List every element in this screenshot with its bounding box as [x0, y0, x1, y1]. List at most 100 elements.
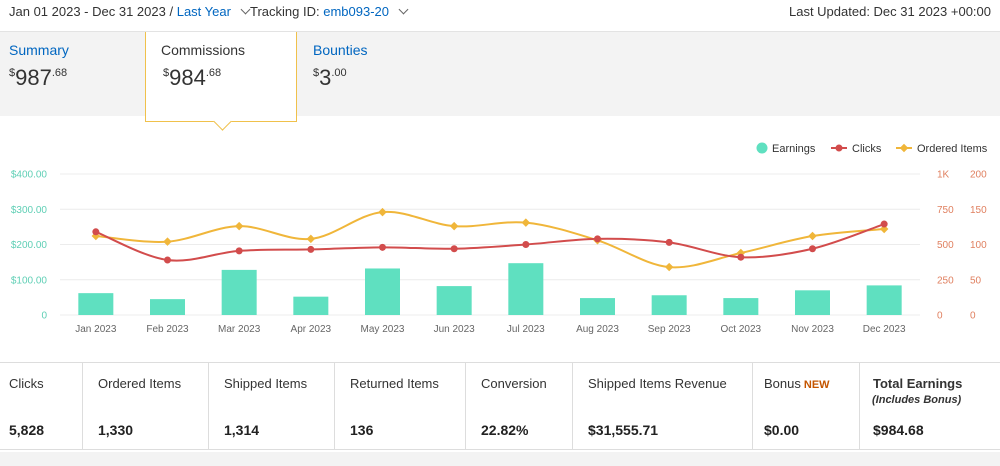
clicks-point — [379, 243, 386, 251]
metric-shipped-revenue: Shipped Items Revenue $31,555.71 — [573, 363, 753, 449]
metrics-bar: Clicks 5,828 Ordered Items 1,330 Shipped… — [0, 362, 1000, 450]
clicks-point — [235, 247, 243, 255]
metric-value: 22.82% — [481, 422, 529, 438]
amount-cents: .00 — [331, 67, 347, 79]
metric-label: Returned Items — [350, 376, 439, 391]
clicks-point — [92, 228, 100, 236]
earnings-bar — [866, 285, 902, 315]
metric-total-earnings: Total Earnings (Includes Bonus) $984.68 — [860, 363, 1000, 449]
clicks-point — [450, 245, 458, 253]
metric-value: 1,330 — [98, 422, 134, 438]
y-axis-right-ordered-tick: 0 — [970, 311, 976, 322]
metric-label: Bonus NEW — [764, 376, 830, 391]
amount-whole: 984 — [169, 65, 206, 90]
tracking-id-link[interactable]: emb093-20 — [323, 4, 389, 19]
date-range-text: Jan 01 2023 - Dec 31 2023 — [9, 4, 166, 19]
y-axis-right-clicks-tick: 500 — [937, 240, 954, 251]
ordered-items-point — [234, 221, 244, 231]
tab-summary-amount: $987.68 — [9, 65, 67, 91]
clicks-point — [307, 245, 315, 253]
earnings-chart[interactable]: $400.00 1K 200 $300.00 750 150 $200.00 500 100 $1… — [0, 118, 1000, 358]
metric-label: Shipped Items Revenue — [588, 376, 727, 391]
metric-bonus: Bonus NEW $0.00 — [753, 363, 860, 449]
tab-commissions-label[interactable]: Commissions — [161, 42, 246, 58]
legend-ordered-marker — [899, 143, 909, 153]
x-axis-tick: Jun 2023 — [434, 324, 476, 335]
tracking-id-selector[interactable]: Tracking ID: emb093-20 — [250, 4, 409, 19]
amount-cents: .68 — [51, 67, 68, 79]
ordered-items-point — [306, 234, 316, 244]
earnings-bar — [221, 269, 257, 315]
earnings-bar — [651, 295, 687, 315]
ordered-items-point — [521, 218, 531, 227]
chevron-down-icon[interactable] — [240, 4, 251, 15]
clicks-line — [95, 223, 885, 262]
metric-ordered-items: Ordered Items 1,330 — [83, 363, 209, 449]
ordered-items-point — [163, 237, 172, 246]
metric-clicks: Clicks 5,828 — [0, 363, 83, 449]
metric-value: $984.68 — [873, 422, 924, 438]
x-axis-tick: Nov 2023 — [791, 324, 834, 335]
clicks-point — [665, 238, 673, 246]
legend-earnings-marker — [756, 142, 768, 154]
y-axis-right-ordered-tick: 100 — [970, 240, 987, 251]
new-badge: NEW — [803, 379, 830, 391]
clicks-point — [809, 245, 816, 253]
amount-whole: 987 — [15, 65, 52, 90]
tab-bounties-label[interactable]: Bounties — [313, 42, 368, 58]
x-axis-tick: Feb 2023 — [146, 324, 189, 335]
metric-value: 1,314 — [224, 422, 260, 438]
chevron-down-icon[interactable] — [398, 4, 409, 15]
tab-summary-label[interactable]: Summary — [9, 42, 69, 58]
y-axis-right-ordered-tick: 150 — [970, 205, 987, 216]
clicks-point — [164, 256, 171, 264]
x-axis-tick: Apr 2023 — [291, 324, 332, 335]
amount-whole: 3 — [319, 65, 332, 90]
tab-bounties[interactable]: Bounties $3.00 — [305, 32, 445, 116]
clicks-point — [522, 241, 530, 248]
y-axis-left-tick: 0 — [41, 311, 47, 322]
metric-shipped-items: Shipped Items 1,314 — [209, 363, 335, 449]
y-axis-left-tick: $400.00 — [11, 170, 48, 181]
metric-value: 5,828 — [9, 422, 45, 438]
tab-commissions-amount: $984.68 — [163, 65, 221, 91]
clicks-point — [594, 235, 601, 243]
metric-label: Total Earnings — [873, 376, 963, 391]
y-axis-right-clicks-tick: 250 — [937, 275, 954, 286]
y-axis-left-tick: $200.00 — [11, 240, 48, 251]
tab-summary[interactable]: Summary $987.68 — [0, 32, 140, 116]
y-axis-right-clicks-tick: 1K — [937, 170, 950, 181]
earnings-bar — [293, 296, 329, 315]
period-link[interactable]: Last Year — [176, 4, 231, 19]
x-axis-tick: Oct 2023 — [721, 324, 762, 335]
clicks-point — [737, 253, 745, 261]
clicks-point — [880, 220, 888, 228]
x-axis-tick: Dec 2023 — [863, 324, 906, 335]
chart-svg: $400.00 1K 200$300.00 750 150$200.00 500 100$1… — [11, 142, 988, 335]
ordered-items-line — [95, 210, 885, 269]
metric-label: Ordered Items — [98, 376, 182, 391]
legend-earnings-label: Earnings — [772, 143, 816, 155]
tab-commissions[interactable]: Commissions $984.68 — [145, 32, 297, 131]
earnings-bar — [723, 298, 759, 315]
metric-conversion: Conversion 22.82% — [466, 363, 573, 449]
last-updated: Last Updated: Dec 31 2023 +00:00 — [788, 4, 991, 19]
metric-value: $0.00 — [764, 422, 800, 438]
footer-strip — [0, 452, 1000, 466]
legend-clicks-marker — [835, 144, 843, 152]
x-axis-tick: Aug 2023 — [576, 324, 619, 335]
metric-value: $31,555.71 — [588, 422, 659, 438]
amount-cents: .68 — [205, 67, 222, 79]
currency-symbol: $ — [313, 67, 320, 79]
x-axis-tick: May 2023 — [361, 324, 405, 335]
summary-tabs: Summary $987.68 Commissions $984.68 Boun… — [0, 31, 1000, 131]
earnings-bar — [508, 263, 544, 315]
y-axis-left-tick: $100.00 — [11, 275, 48, 286]
tab-bounties-amount: $3.00 — [313, 65, 347, 91]
y-axis-right-clicks-tick: 0 — [937, 311, 943, 322]
x-axis-tick: Sep 2023 — [648, 324, 691, 335]
date-range-selector[interactable]: Jan 01 2023 - Dec 31 2023 / Last Year — [9, 4, 251, 19]
earnings-bar — [795, 290, 830, 315]
currency-symbol: $ — [9, 67, 16, 79]
legend-clicks-label: Clicks — [852, 143, 882, 155]
